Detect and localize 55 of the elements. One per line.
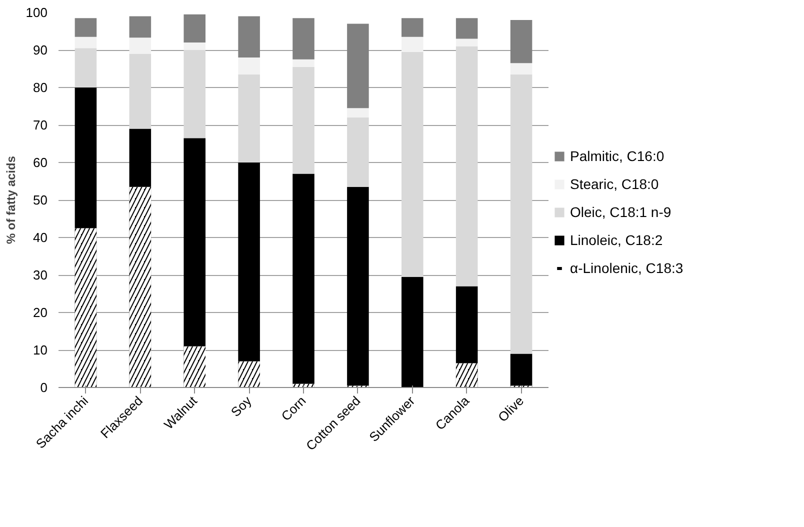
bar <box>74 88 97 228</box>
bar <box>129 54 152 129</box>
bar <box>74 18 97 37</box>
bar <box>238 58 260 74</box>
y-tick-label: 60 <box>33 155 48 170</box>
bar <box>292 66 314 174</box>
bar <box>292 174 314 384</box>
bar <box>510 63 532 74</box>
bar <box>402 52 424 277</box>
legend-label: Palmitic, C16:0 <box>570 148 664 164</box>
y-tick-label: 0 <box>40 380 48 395</box>
y-tick-label: 40 <box>33 230 48 245</box>
bar <box>74 48 97 88</box>
bar <box>292 18 314 60</box>
bar <box>129 38 152 54</box>
bar <box>402 276 424 388</box>
bar <box>238 16 260 58</box>
bar <box>402 18 424 37</box>
bar <box>347 24 369 108</box>
bar <box>238 74 260 162</box>
bar <box>347 186 369 386</box>
legend-label: Oleic, C18:1 n-9 <box>570 204 672 220</box>
bar <box>456 46 478 286</box>
bar <box>74 36 97 48</box>
bar <box>129 128 152 187</box>
bar <box>510 74 532 354</box>
bar <box>456 18 478 39</box>
y-tick-label: 90 <box>33 42 48 58</box>
bar <box>510 20 532 64</box>
bar <box>456 286 478 364</box>
bar <box>347 118 369 187</box>
y-tick-label: 10 <box>33 342 48 358</box>
bar <box>238 162 260 362</box>
bar <box>184 42 206 50</box>
bar <box>292 59 314 67</box>
legend-label: Stearic, C18:0 <box>570 176 659 192</box>
y-tick-label: 100 <box>26 5 48 20</box>
bar <box>402 36 424 52</box>
bar <box>129 16 152 38</box>
bar <box>184 14 206 42</box>
legend-label: Linoleic, C18:2 <box>570 232 663 248</box>
y-tick-label: 70 <box>33 118 48 132</box>
x-tick-label: Corn <box>278 393 309 424</box>
y-axis-title: % of fatty acids <box>4 156 18 244</box>
bar <box>347 108 369 118</box>
legend-label: α-Linolenic, C18:3 <box>570 260 684 276</box>
y-tick-label: 80 <box>33 80 48 95</box>
bar <box>510 354 532 386</box>
x-tick-label: Soy <box>228 392 255 420</box>
y-tick-label: 20 <box>33 305 48 320</box>
y-tick-label: 50 <box>33 192 48 208</box>
bar <box>184 138 206 346</box>
y-tick-label: 30 <box>33 268 48 282</box>
bar <box>184 50 206 138</box>
bar <box>456 38 478 46</box>
